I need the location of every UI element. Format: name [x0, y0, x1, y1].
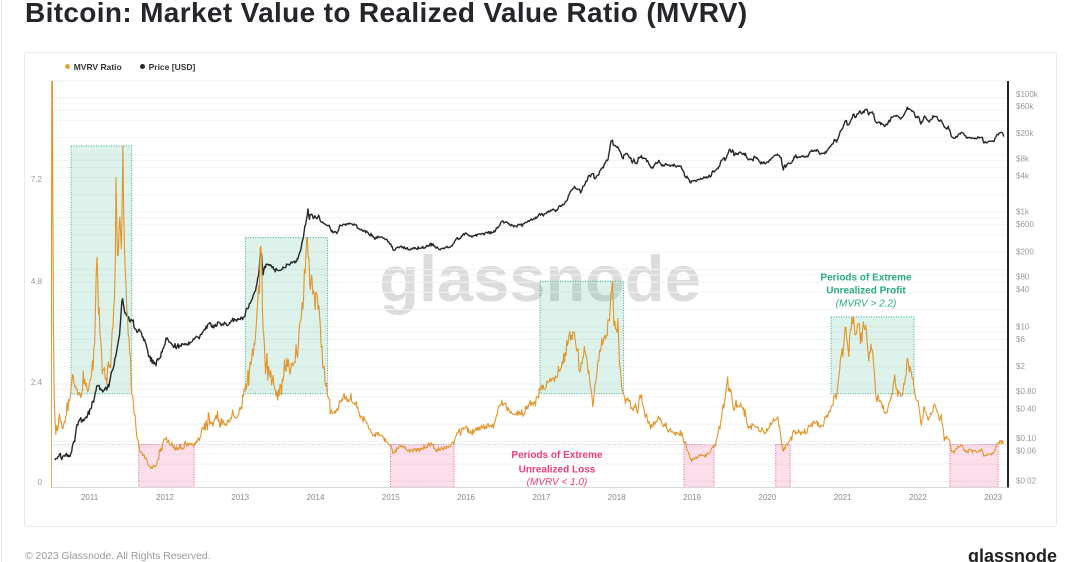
- svg-text:2018: 2018: [608, 493, 626, 502]
- svg-text:$100k: $100k: [1016, 90, 1039, 99]
- svg-text:$600: $600: [1016, 220, 1034, 229]
- svg-text:$4k: $4k: [1016, 171, 1030, 180]
- svg-text:2012: 2012: [156, 493, 174, 502]
- svg-text:$0.80: $0.80: [1016, 387, 1037, 396]
- svg-text:0: 0: [38, 478, 43, 487]
- svg-text:2021: 2021: [834, 493, 852, 502]
- svg-text:$10: $10: [1016, 323, 1030, 332]
- svg-text:Periods of Extreme: Periods of Extreme: [511, 450, 603, 461]
- svg-text:2016: 2016: [457, 493, 475, 502]
- svg-text:Periods of Extreme: Periods of Extreme: [820, 273, 912, 284]
- svg-text:$0.40: $0.40: [1016, 405, 1037, 414]
- svg-text:(MVRV > 2.2): (MVRV > 2.2): [836, 299, 897, 310]
- svg-text:4.8: 4.8: [31, 277, 43, 286]
- svg-text:$6: $6: [1016, 335, 1025, 344]
- svg-text:2013: 2013: [231, 493, 249, 502]
- svg-text:$0.10: $0.10: [1016, 434, 1037, 443]
- svg-text:$80: $80: [1016, 272, 1030, 281]
- svg-text:7.2: 7.2: [31, 175, 43, 184]
- svg-text:2015: 2015: [382, 493, 400, 502]
- svg-text:2023: 2023: [984, 493, 1002, 502]
- svg-text:2011: 2011: [81, 493, 99, 502]
- svg-text:$20k: $20k: [1016, 129, 1034, 138]
- svg-text:2.4: 2.4: [31, 378, 43, 387]
- svg-text:(MVRV < 1.0): (MVRV < 1.0): [527, 477, 588, 488]
- svg-text:$8k: $8k: [1016, 154, 1030, 163]
- svg-text:$0.06: $0.06: [1016, 446, 1037, 455]
- svg-text:Unrealized Loss: Unrealized Loss: [519, 464, 596, 475]
- svg-text:$40: $40: [1016, 285, 1030, 294]
- svg-text:2022: 2022: [909, 493, 927, 502]
- svg-text:$200: $200: [1016, 248, 1034, 257]
- svg-text:$60k: $60k: [1016, 102, 1034, 111]
- svg-text:2017: 2017: [533, 493, 551, 502]
- svg-text:Unrealized Profit: Unrealized Profit: [826, 285, 906, 296]
- svg-text:$0.02: $0.02: [1016, 477, 1037, 486]
- svg-text:2014: 2014: [307, 493, 325, 502]
- svg-text:2019: 2019: [683, 493, 701, 502]
- svg-text:2020: 2020: [758, 493, 776, 502]
- svg-text:$2: $2: [1016, 362, 1025, 371]
- svg-text:$1k: $1k: [1016, 207, 1030, 216]
